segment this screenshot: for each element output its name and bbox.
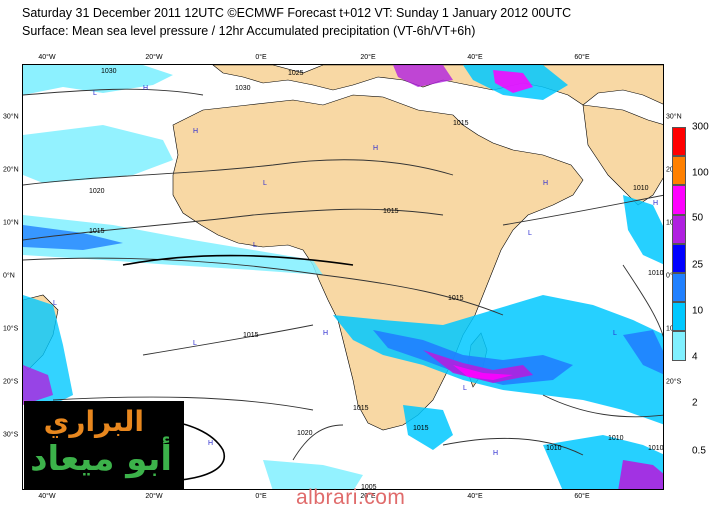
colorbar-label: 4 [692,351,698,363]
lat-label-right: 0°N [666,273,678,280]
lat-label-left: 20°S [3,378,19,386]
isobar-label: 1010 [648,445,664,452]
colorbar-swatch [672,214,686,244]
colorbar-label: 25 [692,259,704,271]
weather-map: 1030 1030 1025 1020 1015 1015 1015 1010 … [22,64,664,490]
lat-label-left: 10°S [3,325,19,333]
isobar-label: 1020 [89,188,105,195]
pressure-center: L [263,180,267,187]
isobar-label: 1020 [297,430,313,437]
pressure-center: H [543,180,548,187]
isobar-label: 1015 [243,332,259,339]
colorbar-label: 300 [692,121,709,133]
isobar-label: 1030 [101,68,117,75]
colorbar-label: 2 [692,397,698,409]
isobar-label: 1010 [608,435,624,442]
isobar-label: 1005 [361,484,377,490]
colorbar-swatch [672,156,686,186]
lon-label-bottom: 20°W [145,493,163,500]
pressure-center: H [193,128,198,135]
colorbar-swatch [672,331,686,361]
lon-label-top: 40°W [38,54,56,61]
lat-label-left: 30°N [3,113,19,121]
pressure-centers: H L H H L H L L H H L H L L H L H [53,85,658,477]
pressure-center: L [613,330,617,337]
colorbar-label: 100 [692,167,709,179]
lat-label-left: 0°N [3,272,15,280]
lat-label-left: 30°S [3,431,19,439]
isobar-labels: 1030 1030 1025 1020 1015 1015 1015 1010 … [89,68,664,490]
header-title: Saturday 31 December 2011 12UTC ©ECMWF F… [22,6,572,20]
pressure-center: L [193,340,197,347]
logo-text-bottom: أبو ميعاد [30,439,172,479]
lon-label-bottom: 40°E [467,493,483,500]
colorbar-swatch [672,185,686,215]
lon-label-top: 40°E [467,54,483,61]
lon-label-top: 20°W [145,54,163,61]
lon-label-bottom: 40°W [38,493,56,500]
logo-text-top: البراري [43,405,144,438]
colorbar-label: 10 [692,305,704,317]
asia-landmass [582,104,663,206]
pressure-center: L [253,242,257,249]
header-subtitle: Surface: Mean sea level pressure / 12hr … [22,24,476,38]
isobars [23,88,663,461]
pressure-center: H [208,440,213,447]
isobar-label: 1010 [648,270,664,277]
isobar-label: 1015 [353,405,369,412]
pressure-center: H [373,145,378,152]
pressure-center: L [93,90,97,97]
colorbar-swatch [672,243,686,273]
lon-label-bottom: 60°E [574,493,590,500]
albrari-logo: البراري أبو ميعاد [24,401,184,489]
lon-label-top: 20°E [360,54,376,61]
isobar-label: 1015 [383,208,399,215]
lon-label-top: 60°E [574,54,590,61]
isobar-label: 1015 [413,425,429,432]
lon-label-bottom: 0°E [255,493,267,500]
colorbar-swatch [672,272,686,303]
isobar-label: 1025 [288,70,304,77]
pressure-center: H [323,330,328,337]
pressure-center: H [493,450,498,457]
pressure-center: L [528,230,532,237]
lon-label-top: 0°E [255,54,267,61]
lat-label-right: 30°N [666,113,682,121]
pressure-center: H [143,85,148,92]
isobar-label: 1015 [453,120,469,127]
lat-label-left: 10°N [3,219,19,227]
pressure-center: L [463,385,467,392]
isobar-label: 1010 [546,445,562,452]
isobar-label: 1010 [633,185,649,192]
chart-header: Saturday 31 December 2011 12UTC ©ECMWF F… [22,4,571,40]
isobar-label: 1015 [448,295,464,302]
precip-colorbar [672,127,686,361]
colorbar-label: 0.5 [692,445,706,457]
isobar-label: 1030 [235,85,251,92]
map-svg: 1030 1030 1025 1020 1015 1015 1015 1010 … [23,65,664,490]
colorbar-label: 50 [692,212,704,224]
colorbar-swatch [672,127,686,157]
pressure-center: H [653,200,658,207]
lat-label-right: 20°S [666,378,682,386]
colorbar-swatch [672,302,686,332]
site-watermark: albrari.com [296,486,406,509]
lat-label-left: 20°N [3,166,19,174]
isobar-label: 1015 [89,228,105,235]
precipitation [23,65,663,489]
lon-label-bottom: 20°E [360,493,376,500]
pressure-center: L [53,300,57,307]
